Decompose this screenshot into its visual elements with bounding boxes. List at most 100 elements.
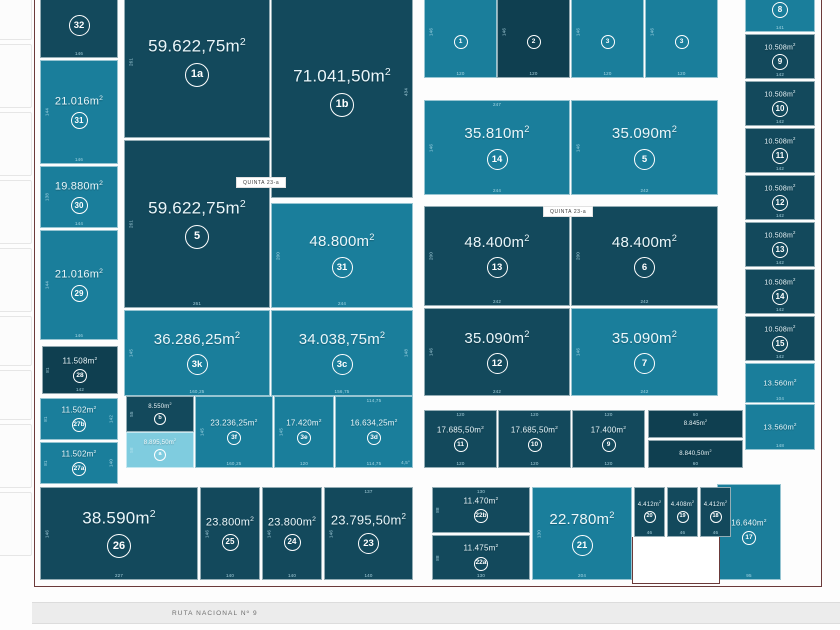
plot-number: 7 [634, 353, 655, 375]
plot-area: 48.800m2 [309, 232, 375, 251]
plot-31-right[interactable]: 48.800m2 31 200 244 [271, 203, 413, 308]
courtyard-notch [632, 537, 720, 584]
plot-15[interactable]: 10.508m2 15 142 [745, 316, 815, 361]
plot-12-right[interactable]: 10.508m2 12 142 [745, 175, 815, 220]
plot-20[interactable]: 4.412m2 20 46 [634, 487, 665, 537]
plot-10[interactable]: 17.685,50m2 10 120 120 [498, 410, 571, 468]
plot-9[interactable]: 10.508m2 9 142 [745, 34, 815, 79]
plot-area: 4.412m2 [703, 500, 728, 509]
plot-11-right[interactable]: 10.508m2 11 142 [745, 128, 815, 173]
plot-9-row[interactable]: 17.400m2 9 120 120 [572, 410, 645, 468]
plot-27b[interactable]: 11.502m2 27b 142 81 [40, 398, 118, 440]
plot-23[interactable]: 23.795,50m2 23 137 140 146 [324, 487, 413, 580]
dim-left: 146 [428, 143, 434, 152]
dim-bottom: 142 [775, 166, 785, 171]
plot-area: 10.508m2 [764, 183, 796, 193]
plot-7[interactable]: 35.090m2 7 242 146 [571, 308, 718, 396]
plot-area: 21.016m2 [54, 267, 104, 281]
plot-area: 10.508m2 [764, 42, 796, 52]
dim-bottom: 140 [225, 573, 235, 578]
plot-area: 35.810m2 [464, 124, 530, 143]
plot-3d[interactable]: 16.634,25m2 3d 114,75 114,75 4,5° [335, 396, 413, 468]
plot-5-center[interactable]: 59.622,75m2 5 261 261 [124, 140, 270, 308]
plot-6[interactable]: 48.400m2 6 242 200 [571, 206, 718, 306]
plot-30[interactable]: 19.880m2 30 144 138 [40, 166, 118, 228]
dim-bottom: 160,25 [226, 461, 242, 466]
plot-area: 35.090m2 [464, 328, 530, 347]
plot-16a[interactable]: 13.560m2 148 [745, 404, 815, 450]
plot-number: 31 [70, 112, 88, 130]
plot-1[interactable]: 18.410,50m2 1 120 146 [424, 0, 497, 78]
plot-number: 13 [486, 257, 508, 279]
plot-number: 10 [772, 100, 788, 117]
plot-27a[interactable]: 11.502m2 27a 140 81 [40, 442, 118, 484]
outer-frame-6 [0, 316, 32, 366]
plot-a[interactable]: 8.895,50m2 a 58 [126, 432, 194, 468]
plot-18[interactable]: 4.412m2 18 46 [700, 487, 731, 537]
plot-area: 35.090m2 [611, 328, 678, 347]
plot-area: 16.634,25m2 [350, 418, 398, 428]
plot-3-b[interactable]: 17.685,50m2 3 120 146 [645, 0, 718, 78]
plot-28[interactable]: 11.508m2 28 142 81 [42, 346, 118, 394]
plot-area: 10.508m2 [764, 277, 796, 287]
plot-13[interactable]: 48.400m2 13 242 200 [424, 206, 570, 306]
plot-25[interactable]: 23.800m2 25 140 146 [200, 487, 260, 580]
dim-left: 88 [435, 554, 441, 561]
plot-3k[interactable]: 36.286,25m2 3k 145 160,25 [124, 310, 270, 396]
plot-8[interactable]: 8 141 [745, 0, 815, 32]
dim-bottom: 244 [337, 301, 347, 306]
plot-12[interactable]: 35.090m2 12 242 146 [424, 308, 570, 396]
plot-number: 27a [72, 462, 86, 477]
plot-19[interactable]: 4.408m2 19 46 [667, 487, 698, 537]
plot-16b[interactable]: 13.560m2 104 [745, 363, 815, 403]
plot-10-right[interactable]: 10.508m2 10 142 [745, 81, 815, 126]
dim-bottom: 114,75 [366, 461, 382, 466]
plot-14[interactable]: 35.810m2 14 247 244 146 [424, 100, 570, 195]
dim-left: 138 [44, 192, 50, 202]
dim-left: 146 [575, 347, 581, 357]
plot-29[interactable]: 21.016m2 29 146 144 [40, 230, 118, 340]
dim-top: 120 [604, 412, 613, 417]
plot-number: 9 [601, 438, 616, 453]
dim-left: 146 [44, 529, 50, 538]
plot-14-right[interactable]: 10.508m2 14 142 [745, 269, 815, 314]
plot-8b[interactable]: 8.840,50m2 60 [648, 440, 743, 468]
plot-32[interactable]: 32 146 [40, 0, 118, 58]
plot-24[interactable]: 23.800m2 24 140 146 [262, 487, 322, 580]
dim-top: 120 [530, 412, 539, 417]
dim-bottom: 120 [456, 71, 465, 76]
dim-bottom: 140 [287, 573, 297, 578]
plot-8a[interactable]: 8.845m2 60 [648, 410, 743, 438]
plot-22b[interactable]: 11.470m2 22b 130 88 [432, 487, 530, 533]
plot-1b[interactable]: 71.041,50m2 1b 434 [271, 0, 413, 198]
plot-26[interactable]: 38.590m2 26 227 146 [40, 487, 198, 580]
plot-area: 10.508m2 [764, 89, 796, 99]
plot-5-right[interactable]: 35.090m2 5 242 146 [571, 100, 718, 195]
dim-left: 146 [428, 347, 434, 357]
plot-31[interactable]: 21.016m2 31 146 144 [40, 60, 118, 164]
plot-area: 8.895,50m2 [143, 438, 177, 447]
plot-3c[interactable]: 34.038,75m2 3c 148 156,75 [271, 310, 413, 396]
dim-bottom: 142 [775, 213, 785, 218]
plot-area: 16.640m2 [731, 518, 767, 528]
dim-bottom: 120 [603, 71, 612, 76]
plot-2[interactable]: 17.400m2 2 120 146 [497, 0, 570, 78]
plot-number: 3d [367, 431, 381, 446]
dim-left: 261 [128, 57, 134, 67]
plot-number: 28 [73, 369, 87, 384]
plot-22a[interactable]: 11.475m2 22a 130 88 [432, 535, 530, 580]
plot-area: 48.400m2 [611, 232, 678, 251]
plot-1a[interactable]: 59.622,75m2 1a 261 [124, 0, 270, 138]
plot-number: 3c [331, 354, 353, 376]
outer-frame-7 [0, 370, 32, 420]
plot-13-right[interactable]: 10.508m2 13 142 [745, 222, 815, 267]
plot-b[interactable]: 8.550m2 b 55 [126, 396, 194, 432]
plot-11[interactable]: 17.685,50m2 11 120 120 [424, 410, 497, 468]
plot-21[interactable]: 22.780m2 21 204 130 [532, 487, 632, 580]
dim-bottom: 142 [775, 307, 785, 312]
highway-strip: RUTA NACIONAL Nº 9 [32, 602, 840, 624]
plot-3f[interactable]: 23.236,25m2 3f 145 160,25 [195, 396, 273, 468]
plot-3-a[interactable]: 17.400m2 3 120 146 [571, 0, 644, 78]
plot-number: 11 [453, 438, 468, 453]
plot-3e[interactable]: 17.420m2 3e 145 120 [274, 396, 334, 468]
